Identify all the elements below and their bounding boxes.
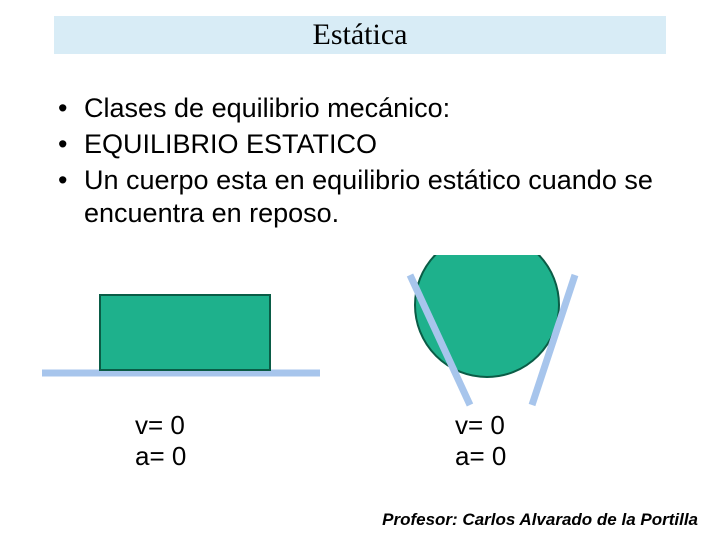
list-item: • EQUILIBRIO ESTATICO bbox=[54, 128, 666, 162]
bullet-text: EQUILIBRIO ESTATICO bbox=[84, 128, 666, 162]
equation-label-right: v= 0 a= 0 bbox=[455, 410, 506, 472]
bullet-icon: • bbox=[54, 128, 84, 162]
bullet-icon: • bbox=[54, 164, 84, 198]
bullet-icon: • bbox=[54, 92, 84, 126]
page-title: Estática bbox=[313, 18, 408, 52]
list-item: • Un cuerpo esta en equilibrio estático … bbox=[54, 164, 666, 232]
bullet-text: Un cuerpo esta en equilibrio estático cu… bbox=[84, 164, 666, 232]
list-item: • Clases de equilibrio mecánico: bbox=[54, 92, 666, 126]
rectangle-shape bbox=[100, 295, 270, 370]
diagram-svg bbox=[0, 255, 720, 465]
footer-credit: Profesor: Carlos Alvarado de la Portilla bbox=[382, 510, 698, 530]
title-bar: Estática bbox=[54, 16, 666, 54]
diagram-area: v= 0 a= 0 v= 0 a= 0 bbox=[0, 255, 720, 465]
velocity-label: v= 0 bbox=[455, 410, 506, 441]
acceleration-label: a= 0 bbox=[455, 441, 506, 472]
equation-label-left: v= 0 a= 0 bbox=[135, 410, 186, 472]
bullet-list: • Clases de equilibrio mecánico: • EQUIL… bbox=[54, 92, 666, 233]
velocity-label: v= 0 bbox=[135, 410, 186, 441]
acceleration-label: a= 0 bbox=[135, 441, 186, 472]
bullet-text: Clases de equilibrio mecánico: bbox=[84, 92, 666, 126]
circle-shape bbox=[415, 255, 559, 377]
